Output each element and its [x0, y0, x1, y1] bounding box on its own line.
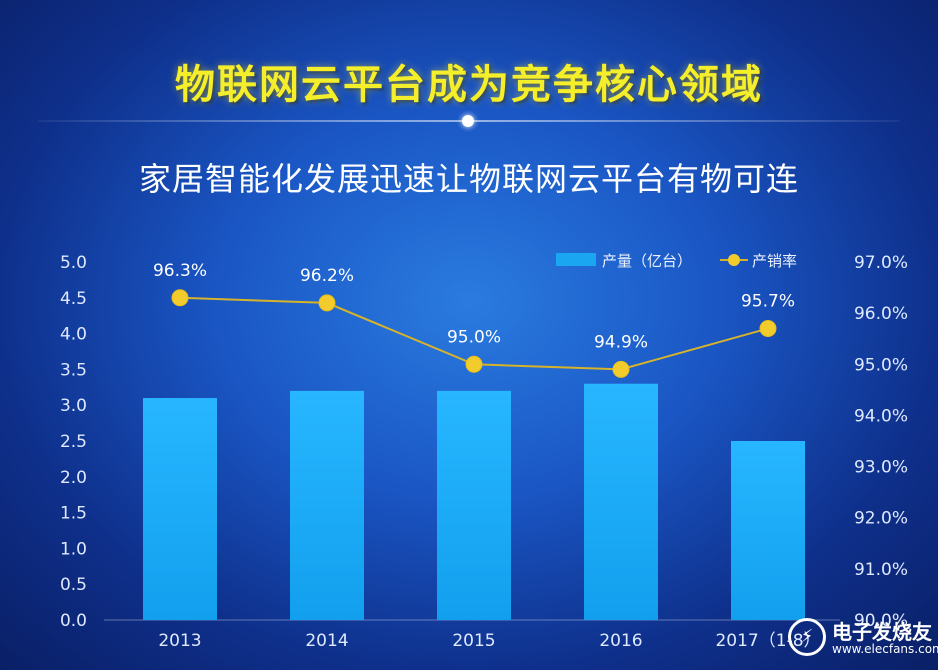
line-point — [318, 294, 336, 312]
bar — [731, 441, 805, 620]
line-point — [465, 355, 483, 373]
x-tick-label: 2014 — [305, 631, 348, 651]
bar — [437, 390, 511, 620]
y-right-tick-label: 97.0% — [854, 253, 908, 273]
bar — [290, 390, 364, 620]
line-point — [171, 289, 189, 307]
y-right-tick-label: 95.0% — [854, 355, 908, 375]
y-left-tick-label: 2.5 — [60, 432, 87, 452]
y-right-tick-label: 93.0% — [854, 458, 908, 478]
y-left-tick-label: 1.0 — [60, 539, 87, 559]
electronic-enthusiast-logo-icon: ⚡ — [788, 618, 826, 656]
y-right-tick-label: 92.0% — [854, 509, 908, 529]
line-point — [612, 360, 630, 378]
y-left-tick-label: 0.5 — [60, 575, 87, 595]
data-label: 94.9% — [594, 332, 648, 352]
data-label: 96.3% — [153, 261, 207, 281]
y-left-tick-label: 2.0 — [60, 468, 87, 488]
y-right-tick-label: 90.0% — [854, 611, 908, 631]
data-label: 95.7% — [741, 291, 795, 311]
line-series: 96.3% 96.2% 95.0% 94.9% 95.7% — [153, 261, 795, 378]
watermark-text: 电子发烧友 — [832, 620, 932, 644]
watermark-url: www.elecfans.com — [832, 642, 938, 656]
x-tick-label: 2015 — [452, 631, 495, 651]
y-right-tick-label: 94.0% — [854, 406, 908, 426]
watermark: ⚡ 电子发烧友 www.elecfans.com — [788, 614, 938, 664]
y-right-tick-label: 91.0% — [854, 560, 908, 580]
axes: 0.0 0.5 1.0 1.5 2.0 2.5 3.0 3.5 4.0 4.5 5.0 90.0% 91… — [60, 253, 908, 651]
divider-dot — [462, 115, 474, 127]
legend: 产量（亿台） 产销率 — [556, 252, 797, 270]
legend-bar-label: 产量（亿台） — [602, 252, 692, 270]
x-tick-label: 2016 — [599, 631, 642, 651]
y-left-tick-label: 4.0 — [60, 325, 87, 345]
bar — [584, 383, 658, 620]
legend-line-label: 产销率 — [752, 252, 797, 270]
page-subtitle: 家居智能化发展迅速让物联网云平台有物可连 — [138, 160, 799, 198]
bar — [143, 398, 217, 620]
page-title: 物联网云平台成为竞争核心领域 — [175, 62, 763, 108]
legend-dot — [728, 254, 740, 266]
x-tick-label: 2013 — [158, 631, 201, 651]
y-left-tick-label: 4.5 — [60, 289, 87, 309]
y-left-tick-label: 5.0 — [60, 253, 87, 273]
legend-bar-swatch — [556, 253, 596, 266]
data-label: 96.2% — [300, 266, 354, 286]
y-left-tick-label: 3.0 — [60, 396, 87, 416]
y-left-tick-label: 0.0 — [60, 611, 87, 631]
data-label: 95.0% — [447, 327, 501, 347]
line-point — [759, 319, 777, 337]
bar-series — [143, 383, 805, 620]
y-right-tick-label: 96.0% — [854, 304, 908, 324]
y-left-tick-label: 3.5 — [60, 360, 87, 380]
y-left-tick-label: 1.5 — [60, 504, 87, 524]
